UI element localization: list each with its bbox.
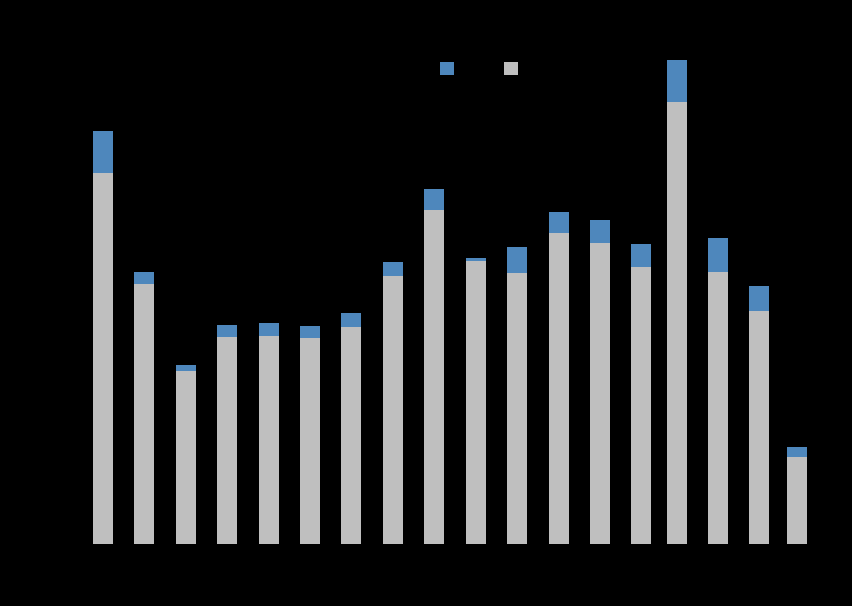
bar-1[interactable]: [93, 131, 113, 544]
bar-12[interactable]: [549, 212, 569, 544]
bar-segment-top-11: [507, 247, 527, 273]
bar-segment-base-13: [590, 243, 610, 544]
bar-segment-top-6: [300, 326, 320, 338]
bar-segment-base-4: [217, 337, 237, 544]
chart-legend: [440, 58, 526, 78]
bar-16[interactable]: [708, 238, 728, 544]
bar-segment-top-18: [787, 447, 807, 457]
bar-9[interactable]: [424, 189, 444, 544]
bar-11[interactable]: [507, 247, 527, 544]
bar-2[interactable]: [134, 272, 154, 544]
bar-segment-top-7: [341, 313, 361, 327]
bar-3[interactable]: [176, 365, 196, 544]
bar-segment-top-3: [176, 365, 196, 371]
bar-13[interactable]: [590, 220, 610, 544]
bar-segment-base-11: [507, 273, 527, 544]
bar-15[interactable]: [667, 60, 687, 544]
bar-segment-top-8: [383, 262, 403, 276]
bar-segment-top-17: [749, 286, 769, 311]
bar-segment-base-17: [749, 311, 769, 544]
bar-segment-top-1: [93, 131, 113, 173]
bar-segment-top-15: [667, 60, 687, 102]
bar-segment-base-7: [341, 327, 361, 544]
bar-segment-top-10: [466, 258, 486, 261]
legend-item-series-1[interactable]: [504, 58, 526, 78]
bar-segment-top-16: [708, 238, 728, 272]
bar-segment-base-8: [383, 276, 403, 544]
legend-item-series-2[interactable]: [440, 58, 462, 78]
bar-7[interactable]: [341, 313, 361, 544]
x-axis-line: [88, 544, 812, 545]
bar-segment-base-3: [176, 371, 196, 544]
bar-segment-base-18: [787, 457, 807, 544]
bar-segment-base-16: [708, 272, 728, 544]
bar-segment-base-9: [424, 210, 444, 544]
bar-17[interactable]: [749, 286, 769, 544]
bar-segment-top-9: [424, 189, 444, 210]
bar-6[interactable]: [300, 326, 320, 544]
bar-segment-base-10: [466, 261, 486, 544]
bar-segment-top-12: [549, 212, 569, 233]
bar-8[interactable]: [383, 262, 403, 544]
bar-segment-base-1: [93, 173, 113, 544]
bar-4[interactable]: [217, 325, 237, 544]
bar-14[interactable]: [631, 244, 651, 544]
bar-segment-base-14: [631, 267, 651, 544]
bar-segment-base-5: [259, 336, 279, 544]
bar-segment-base-12: [549, 233, 569, 544]
bar-segment-base-15: [667, 102, 687, 544]
legend-swatch-gray-icon: [504, 61, 518, 75]
bar-segment-base-2: [134, 284, 154, 544]
legend-swatch-blue-icon: [440, 61, 454, 75]
bar-segment-top-4: [217, 325, 237, 337]
bar-segment-top-5: [259, 323, 279, 336]
bar-5[interactable]: [259, 323, 279, 544]
bar-10[interactable]: [466, 258, 486, 544]
bar-segment-base-6: [300, 338, 320, 544]
bar-segment-top-2: [134, 272, 154, 284]
bar-segment-top-14: [631, 244, 651, 267]
bar-18[interactable]: [787, 447, 807, 544]
bar-segment-top-13: [590, 220, 610, 243]
